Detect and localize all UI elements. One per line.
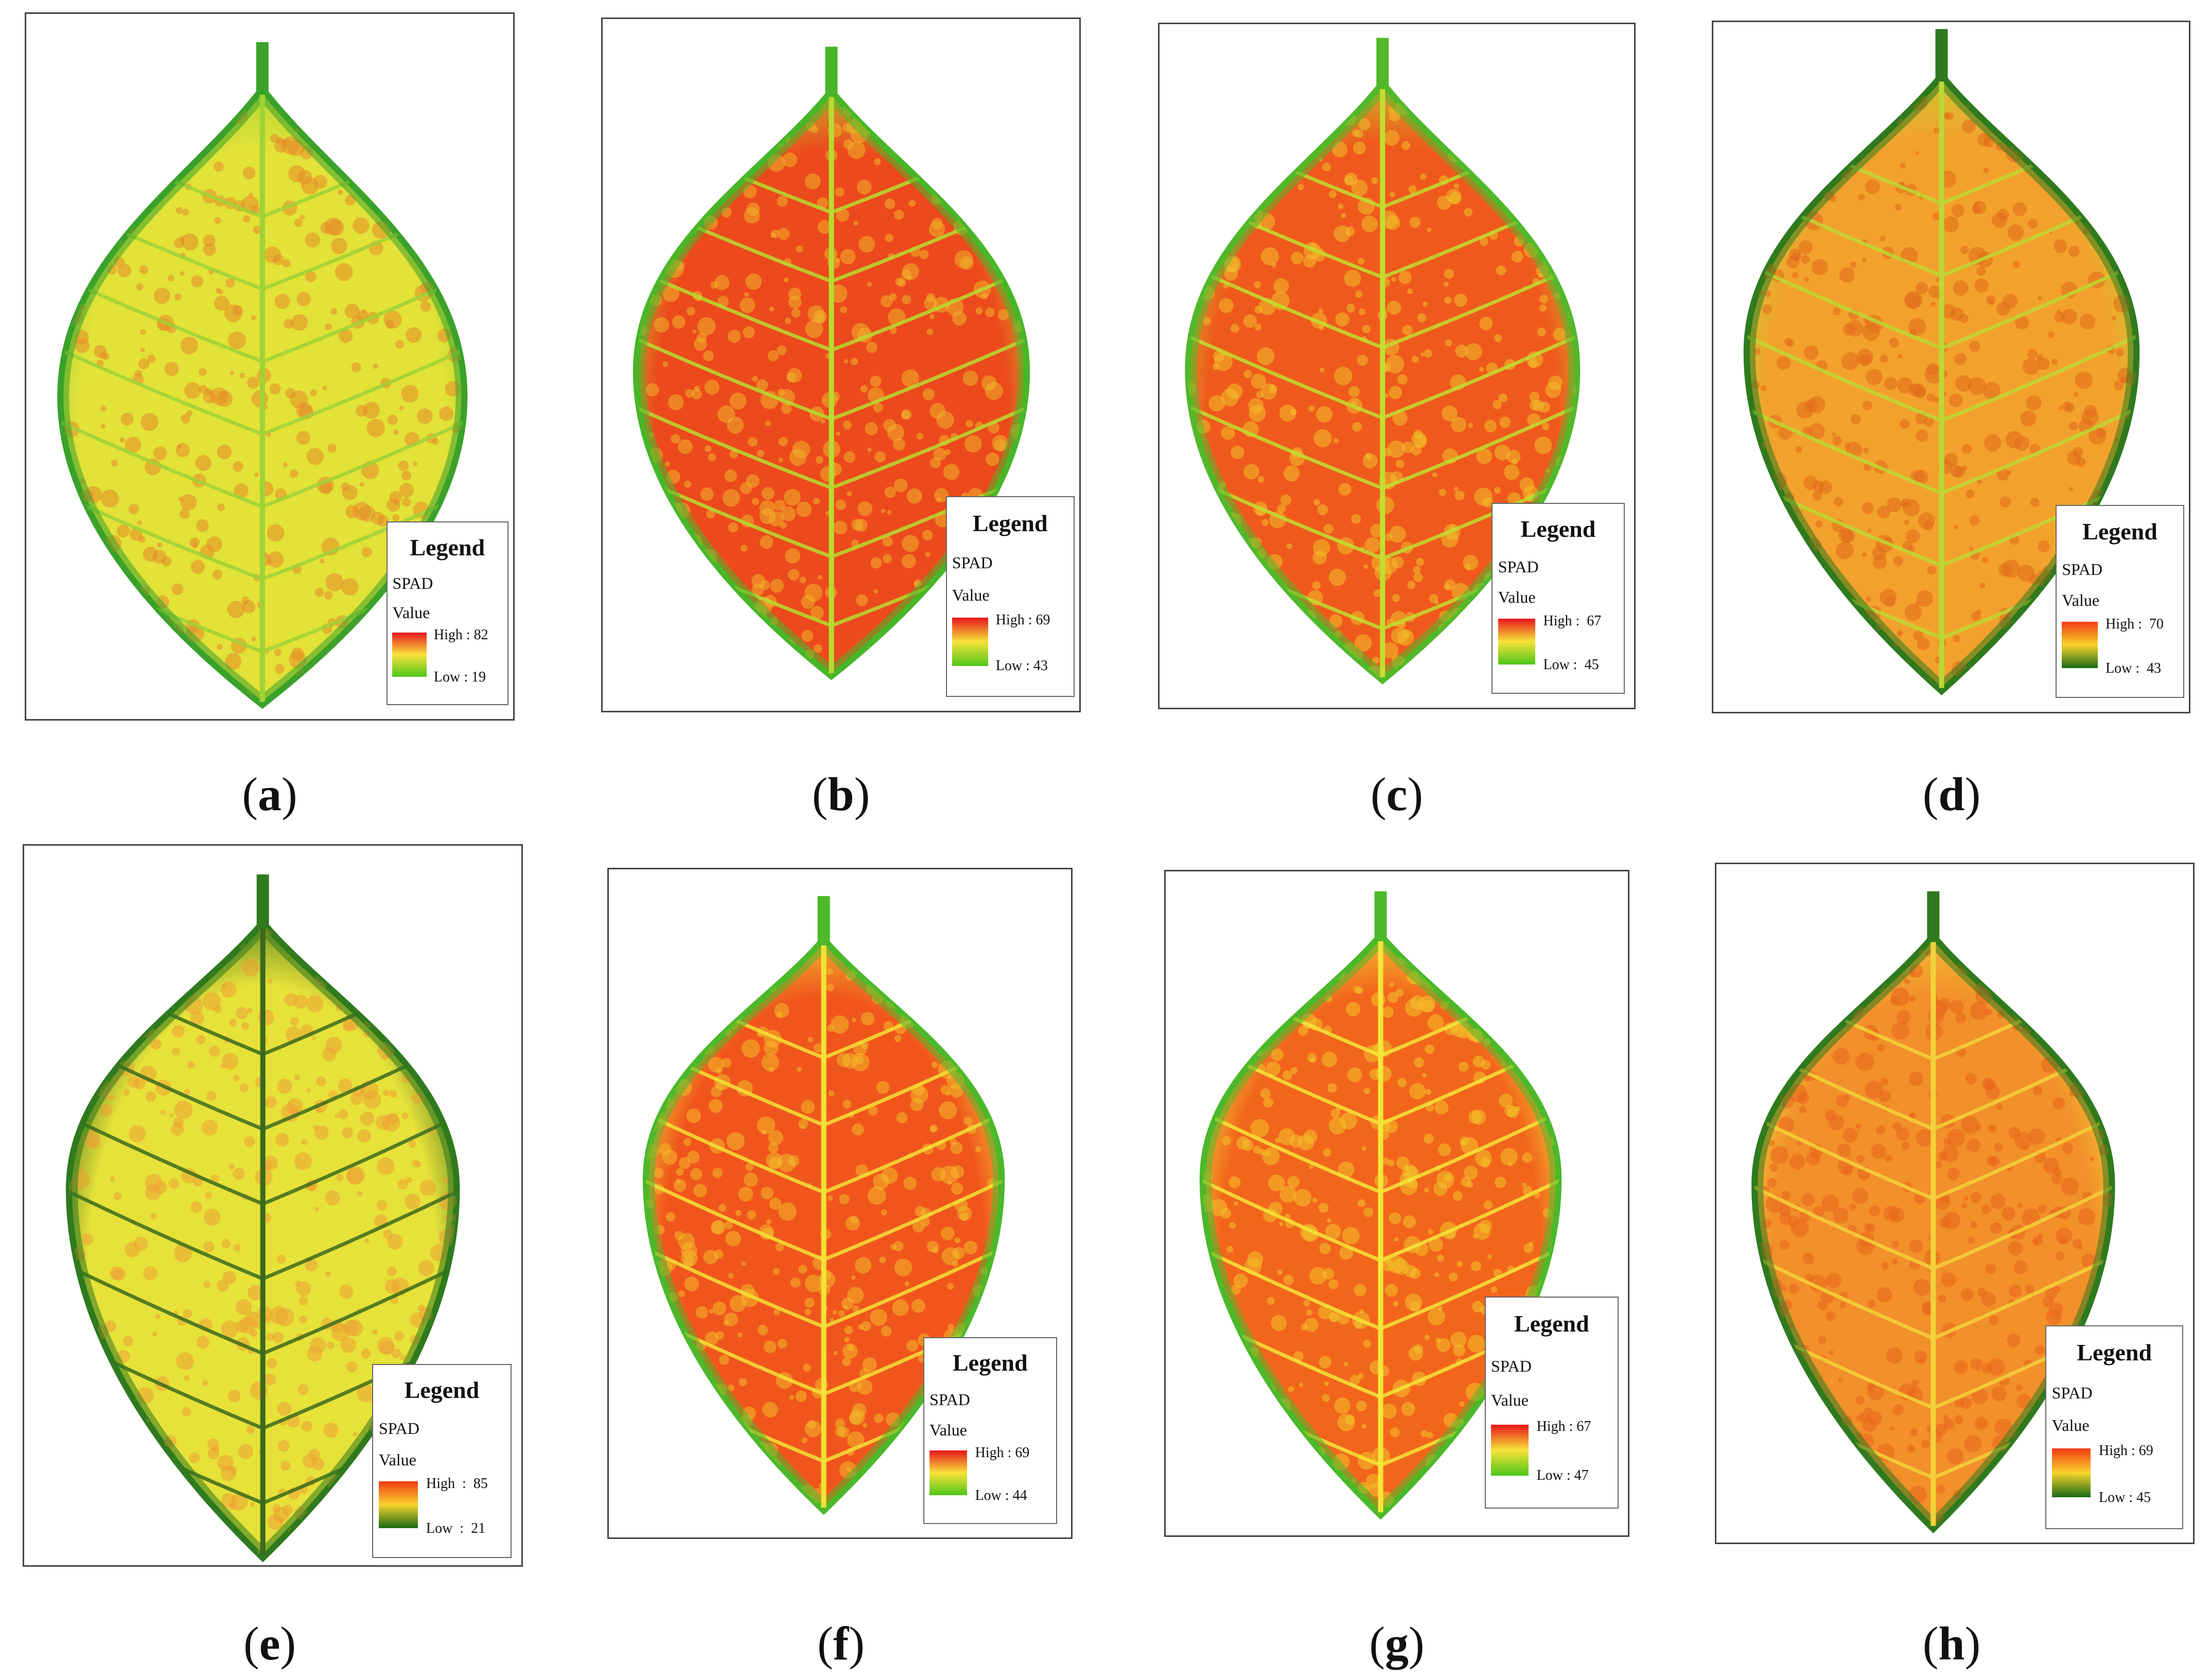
legend-low-value: Low : 44: [975, 1487, 1027, 1504]
panel-caption-c: (c): [1370, 768, 1424, 820]
legend-low-value: Low : 43: [2105, 660, 2162, 677]
legend-field-name: SPAD: [952, 553, 993, 572]
legend-field-name: SPAD: [1498, 557, 1539, 576]
legend-field-name: SPAD: [392, 574, 433, 593]
legend-color-ramp: [1491, 1425, 1529, 1476]
legend-high-value: High : 69: [2098, 1442, 2153, 1459]
leaf-petiole: [1374, 891, 1387, 941]
legend-title: Legend: [952, 1350, 1028, 1376]
legend-low-value: Low : 47: [1536, 1467, 1589, 1483]
legend-value-label: Value: [1498, 588, 1536, 607]
legend-color-ramp: [2051, 1448, 2091, 1498]
panel-caption-e: (e): [243, 1617, 296, 1670]
legend-color-ramp: [1498, 618, 1535, 664]
legend-title: Legend: [2082, 518, 2157, 545]
legend-color-ramp: [392, 633, 427, 677]
legend-high-value: High : 67: [1536, 1418, 1591, 1434]
legend-low-value: Low : 45: [2098, 1489, 2151, 1506]
legend-low-value: Low : 43: [995, 658, 1048, 674]
leaf-spad-map: [642, 896, 1005, 1515]
leaf-spad-map: [1185, 38, 1581, 685]
panel-caption-f: (f): [817, 1617, 865, 1670]
legend-field-name: SPAD: [379, 1419, 419, 1438]
leaf-map-panel-h: Legend SPAD Value High : 69 Low : 45: [1715, 863, 2195, 1544]
legend-box: Legend SPAD Value High : 67 Low : 45: [1491, 502, 1625, 694]
legend-box: Legend SPAD Value High : 67 Low : 47: [1484, 1296, 1619, 1509]
legend-field-name: SPAD: [1491, 1357, 1532, 1376]
legend-box: Legend SPAD Value High : 82 Low : 19: [387, 521, 508, 705]
legend-high-value: High : 69: [995, 611, 1050, 628]
legend-color-ramp: [2062, 622, 2098, 669]
leaf-spad-map: [633, 46, 1030, 680]
legend-high-value: High : 82: [433, 627, 488, 643]
leaf-map-panel-d: Legend SPAD Value High : 70 Low : 43: [1712, 21, 2190, 713]
legend-title: Legend: [1514, 1310, 1589, 1337]
leaf-map-panel-c: Legend SPAD Value High : 67 Low : 45: [1158, 23, 1636, 709]
leaf-spad-map: [1199, 891, 1562, 1520]
legend-low-value: Low : 21: [426, 1520, 486, 1536]
legend-color-ramp: [929, 1450, 967, 1495]
leaf-map-panel-f: Legend SPAD Value High : 69 Low : 44: [607, 868, 1073, 1539]
legend-box: Legend SPAD Value High : 70 Low : 43: [2056, 505, 2184, 698]
legend-box: Legend SPAD Value High : 85 Low : 21: [372, 1363, 512, 1558]
legend-field-name: SPAD: [2062, 560, 2103, 579]
legend-title: Legend: [1520, 515, 1596, 542]
legend-value-label: Value: [2062, 591, 2100, 610]
leaf-map-panel-e: Legend SPAD Value High : 85 Low : 21: [23, 844, 523, 1567]
leaf-petiole: [1376, 38, 1389, 89]
legend-value-label: Value: [1491, 1391, 1529, 1410]
legend-high-value: High : 67: [1543, 612, 1602, 629]
legend-high-value: High : 70: [2105, 616, 2164, 632]
legend-box: Legend SPAD Value High : 69 Low : 45: [2045, 1325, 2184, 1529]
leaf-spad-map: [65, 874, 460, 1563]
legend-value-label: Value: [379, 1450, 416, 1469]
panel-caption-a: (a): [242, 768, 297, 820]
leaf-spad-map: [57, 42, 468, 709]
panel-caption-d: (d): [1922, 768, 1981, 820]
panel-caption-b: (b): [812, 768, 870, 820]
legend-title: Legend: [404, 1377, 480, 1404]
leaf-spad-map: [1751, 891, 2115, 1534]
legend-high-value: High : 85: [426, 1475, 488, 1492]
legend-value-label: Value: [392, 603, 430, 622]
legend-field-name: SPAD: [2051, 1383, 2093, 1402]
legend-title: Legend: [972, 510, 1048, 536]
panel-caption-g: (g): [1369, 1617, 1425, 1670]
legend-value-label: Value: [929, 1420, 967, 1439]
legend-color-ramp: [379, 1481, 418, 1528]
legend-box: Legend SPAD Value High : 69 Low : 44: [923, 1337, 1058, 1525]
legend-value-label: Value: [952, 585, 990, 604]
leaf-petiole: [256, 42, 269, 95]
leaf-petiole: [1935, 29, 1948, 82]
leaf-petiole: [256, 874, 269, 929]
legend-title: Legend: [410, 534, 485, 561]
legend-low-value: Low : 19: [433, 669, 486, 686]
legend-low-value: Low : 45: [1543, 657, 1599, 673]
leaf-map-panel-g: Legend SPAD Value High : 67 Low : 47: [1164, 870, 1629, 1537]
leaf-petiole: [817, 896, 830, 946]
leaf-petiole: [1927, 891, 1940, 942]
legend-value-label: Value: [2051, 1416, 2090, 1435]
leaf-map-panel-a: Legend SPAD Value High : 82 Low : 19: [25, 12, 515, 721]
leaf-spad-map: [1743, 29, 2140, 695]
panel-caption-h: (h): [1922, 1617, 1981, 1670]
legend-high-value: High : 69: [975, 1444, 1030, 1461]
leaf-petiole: [825, 46, 838, 97]
legend-color-ramp: [952, 618, 988, 666]
legend-title: Legend: [2077, 1339, 2152, 1366]
leaf-map-panel-b: Legend SPAD Value High : 69 Low : 43: [601, 18, 1081, 712]
legend-field-name: SPAD: [929, 1390, 970, 1409]
legend-box: Legend SPAD Value High : 69 Low : 43: [945, 496, 1075, 697]
